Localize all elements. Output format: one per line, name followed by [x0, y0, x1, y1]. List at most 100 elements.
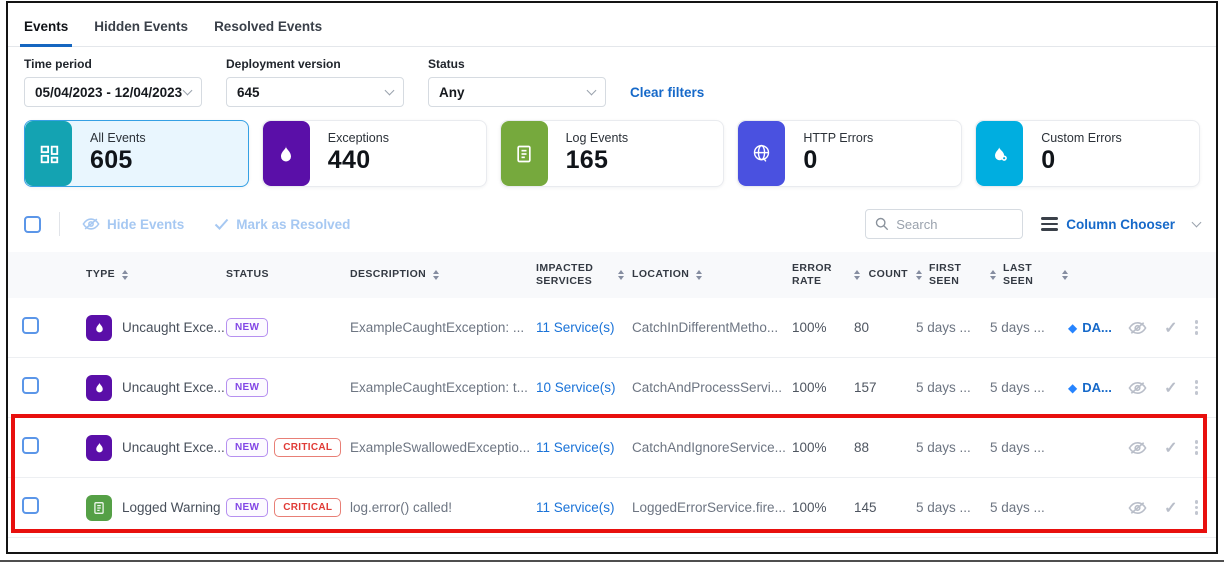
- column-header-impacted-services[interactable]: IMPACTED SERVICES: [536, 262, 632, 288]
- time-period-filter: Time period 05/04/2023 - 12/04/2023: [24, 57, 202, 107]
- tab-resolved-events[interactable]: Resolved Events: [214, 19, 323, 34]
- table-toolbar: Hide Events Mark as Resolved Column Choo…: [8, 187, 1216, 239]
- mark-resolved-button[interactable]: Mark as Resolved: [214, 217, 350, 232]
- table-row: Uncaught Exce... NEW ExampleCaughtExcept…: [8, 298, 1216, 358]
- event-type: Uncaught Exce...: [122, 320, 225, 335]
- chevron-down-icon: [182, 85, 193, 96]
- exception-flame-icon: [86, 434, 112, 461]
- sort-icon[interactable]: [916, 269, 922, 281]
- column-header-error-rate[interactable]: ERROR RATE: [792, 261, 832, 287]
- card-exceptions[interactable]: Exceptions 440: [261, 120, 487, 187]
- sort-icon[interactable]: [1062, 269, 1068, 281]
- kebab-menu-icon[interactable]: [1194, 440, 1198, 455]
- time-period-value: 05/04/2023 - 12/04/2023: [35, 84, 183, 100]
- status-select[interactable]: Any: [428, 77, 606, 107]
- table-row: Uncaught Exce... NEW ExampleCaughtExcept…: [8, 358, 1216, 418]
- sort-icon[interactable]: [990, 269, 996, 281]
- hide-event-icon[interactable]: [1128, 381, 1147, 395]
- hide-events-label: Hide Events: [107, 216, 185, 232]
- column-header-count[interactable]: COUNT: [854, 268, 916, 281]
- tab-hidden-events[interactable]: Hidden Events: [94, 19, 189, 34]
- event-location: CatchAndProcessServi...: [632, 380, 783, 395]
- event-description: log.error() called!: [350, 500, 453, 515]
- row-checkbox[interactable]: [22, 496, 39, 514]
- jira-ticket-link[interactable]: ◆ DA...: [1068, 380, 1112, 395]
- event-location: LoggedErrorService.fire...: [632, 500, 786, 515]
- time-period-select[interactable]: 05/04/2023 - 12/04/2023: [24, 77, 202, 107]
- sort-icon[interactable]: [122, 269, 129, 281]
- impacted-services-link[interactable]: 11 Service(s): [536, 499, 615, 515]
- event-count: 157: [854, 380, 877, 395]
- hide-events-button[interactable]: Hide Events: [82, 217, 184, 232]
- search-box: [865, 209, 1024, 239]
- event-count: 88: [854, 440, 870, 455]
- impacted-services-link[interactable]: 11 Service(s): [536, 439, 615, 455]
- card-value: 165: [565, 146, 609, 174]
- hide-event-icon[interactable]: [1128, 501, 1147, 515]
- sort-icon[interactable]: [854, 269, 860, 281]
- hide-event-icon[interactable]: [1128, 441, 1147, 455]
- card-log-events[interactable]: Log Events 165: [499, 120, 725, 187]
- sort-icon[interactable]: [433, 269, 440, 281]
- exception-flame-icon: [86, 314, 112, 341]
- filter-bar: Time period 05/04/2023 - 12/04/2023 Depl…: [8, 47, 1216, 107]
- toolbar-divider: [59, 212, 60, 236]
- kebab-menu-icon[interactable]: [1194, 380, 1198, 395]
- kebab-menu-icon[interactable]: [1194, 500, 1198, 515]
- column-header-type[interactable]: TYPE: [86, 268, 226, 281]
- column-header-last-seen[interactable]: LAST SEEN: [990, 262, 1068, 288]
- time-period-label: Time period: [24, 57, 92, 71]
- chevron-down-icon: [586, 85, 597, 96]
- jira-icon: ◆: [1068, 320, 1078, 335]
- first-seen: 5 days ...: [916, 320, 971, 335]
- column-header-status[interactable]: STATUS: [226, 268, 269, 281]
- last-seen: 5 days ...: [990, 500, 1045, 515]
- card-title: All Events: [90, 131, 146, 145]
- resolve-event-icon[interactable]: ✓: [1164, 379, 1178, 397]
- card-http-errors[interactable]: HTTP Errors 0: [737, 120, 963, 187]
- column-header-location[interactable]: LOCATION: [632, 268, 792, 281]
- deployment-version-label: Deployment version: [226, 57, 341, 71]
- search-icon: [876, 217, 889, 231]
- error-rate: 100%: [792, 380, 827, 395]
- impacted-services-link[interactable]: 11 Service(s): [536, 319, 615, 335]
- status-label: Status: [428, 57, 465, 71]
- column-chooser-button[interactable]: Column Chooser: [1041, 216, 1202, 232]
- mark-resolved-label: Mark as Resolved: [236, 216, 351, 232]
- error-rate: 100%: [792, 320, 827, 335]
- resolve-event-icon[interactable]: ✓: [1164, 439, 1178, 457]
- resolve-event-icon[interactable]: ✓: [1164, 499, 1178, 517]
- status-value: Any: [439, 84, 465, 100]
- event-count: 80: [854, 320, 870, 335]
- sort-icon[interactable]: [696, 269, 703, 281]
- kebab-menu-icon[interactable]: [1194, 320, 1198, 335]
- jira-ticket-link[interactable]: ◆ DA...: [1068, 320, 1112, 335]
- grid-icon: [25, 121, 72, 186]
- card-value: 0: [803, 146, 818, 174]
- search-input[interactable]: [896, 216, 1007, 232]
- row-checkbox[interactable]: [22, 436, 39, 454]
- row-checkbox[interactable]: [22, 316, 39, 334]
- event-type: Uncaught Exce...: [122, 380, 225, 395]
- row-checkbox[interactable]: [22, 376, 39, 394]
- card-custom-errors[interactable]: Custom Errors 0: [975, 120, 1200, 187]
- select-all-checkbox[interactable]: [24, 215, 41, 233]
- column-header-description[interactable]: DESCRIPTION: [350, 268, 536, 281]
- card-value: 440: [327, 146, 371, 174]
- chevron-down-icon: [384, 85, 395, 96]
- exception-flame-icon: [86, 374, 112, 401]
- impacted-services-link[interactable]: 10 Service(s): [536, 379, 616, 395]
- clear-filters-button[interactable]: Clear filters: [630, 85, 705, 100]
- event-description: ExampleSwallowedExceptio...: [350, 440, 531, 455]
- column-header-first-seen[interactable]: FIRST SEEN: [916, 262, 990, 288]
- resolve-event-icon[interactable]: ✓: [1164, 319, 1178, 337]
- sort-icon[interactable]: [618, 269, 624, 281]
- event-type: Uncaught Exce...: [122, 440, 225, 455]
- deployment-version-select[interactable]: 645: [226, 77, 404, 107]
- column-chooser-label: Column Chooser: [1066, 216, 1175, 232]
- first-seen: 5 days ...: [916, 440, 971, 455]
- tab-events[interactable]: Events: [19, 19, 73, 47]
- app-window: Events Hidden Events Resolved Events Tim…: [6, 1, 1218, 554]
- card-all-events[interactable]: All Events 605: [24, 120, 249, 187]
- hide-event-icon[interactable]: [1128, 321, 1147, 335]
